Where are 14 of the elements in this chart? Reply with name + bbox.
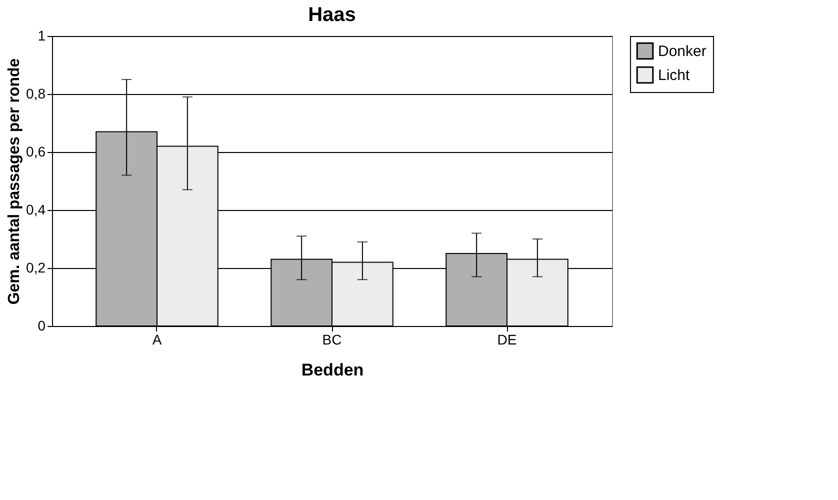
legend-label: Licht [658, 67, 691, 84]
y-axis-title: Gem. aantal passages per ronde [6, 58, 24, 305]
y-tick-label: 0 [38, 318, 46, 334]
y-tick-label: 1 [38, 28, 46, 44]
y-tick-label: 0,2 [26, 260, 46, 276]
y-tick-label: 0,6 [26, 144, 46, 160]
y-tick-label: 0,8 [26, 86, 46, 102]
x-tick-label: BC [322, 332, 342, 348]
legend-label: Donker [658, 43, 706, 60]
x-tick-label: DE [497, 332, 517, 348]
chart-title: Haas [308, 4, 356, 26]
x-axis-title: Bedden [301, 360, 364, 380]
y-tick-label: 0,4 [26, 202, 46, 218]
x-tick-label: A [152, 332, 162, 348]
